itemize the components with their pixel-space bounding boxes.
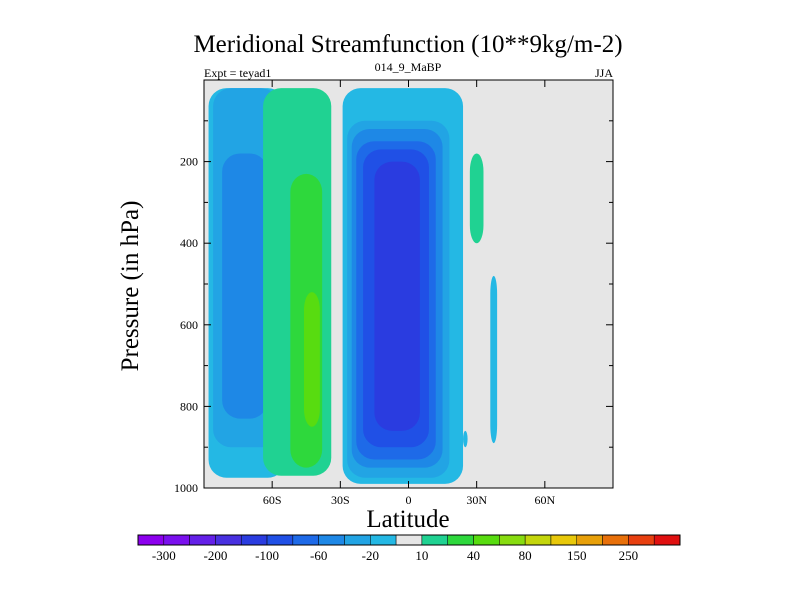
colorbar-label: -20 <box>362 548 379 563</box>
colorbar-swatch <box>395 534 423 546</box>
colorbar-swatch <box>447 534 474 546</box>
colorbar-swatch <box>318 534 345 546</box>
colorbar-swatch <box>524 534 552 546</box>
colorbar-label: -100 <box>255 548 279 563</box>
period-label: 014_9_MaBP <box>375 60 442 74</box>
contour-region-ferrel-core <box>303 292 320 427</box>
colorbar-label: -200 <box>204 548 228 563</box>
experiment-label: Expt = teyad1 <box>204 66 271 80</box>
colorbar-swatch <box>189 534 216 546</box>
colorbar-label: 10 <box>415 548 428 563</box>
colorbar-swatch <box>602 534 629 546</box>
contour-region-hadley-core <box>374 161 420 431</box>
colorbar-label: 250 <box>619 548 639 563</box>
colorbar-frame <box>137 534 681 546</box>
colorbar-swatch <box>137 534 165 546</box>
colorbar-swatch <box>370 534 397 546</box>
colorbar-swatch <box>499 534 526 546</box>
colorbar-swatch <box>576 534 603 546</box>
colorbar-swatch <box>550 534 578 546</box>
colorbar-swatch <box>292 534 319 546</box>
colorbar-swatch <box>628 534 655 546</box>
colorbar-swatch <box>653 534 681 546</box>
colorbar-label: 80 <box>519 548 532 563</box>
colorbar-label: -60 <box>310 548 327 563</box>
colorbar-swatch <box>240 534 268 546</box>
x-axis-label: Latitude <box>366 506 449 533</box>
x-tick-label: 60N <box>534 493 555 507</box>
y-tick-label: 1000 <box>174 481 198 495</box>
y-tick-label: 600 <box>180 318 198 332</box>
season-label: JJA <box>595 66 613 80</box>
y-axis-label: Pressure (in hPa) <box>117 201 144 372</box>
x-tick-label: 0 <box>406 493 412 507</box>
y-tick-label: 800 <box>180 399 198 413</box>
plot-area: 60S 30S 0 30N 60N 200 400 600 800 1000 <box>174 79 614 507</box>
contour-region-nh-thin-band <box>490 275 498 444</box>
colorbar-swatch <box>215 534 242 546</box>
colorbar-label: 150 <box>567 548 587 563</box>
colorbar-swatch <box>344 534 371 546</box>
y-tick-label: 200 <box>180 155 198 169</box>
x-tick-label: 30N <box>466 493 487 507</box>
contour-region-nh-small-cell <box>469 153 484 244</box>
y-tick-label: 400 <box>180 236 198 250</box>
contour-region-nh-speck <box>463 430 468 448</box>
contour-region-sh-cell-core <box>222 153 268 419</box>
colorbar-swatch <box>421 534 448 546</box>
contour-regions <box>208 88 498 484</box>
x-tick-label: 30S <box>331 493 350 507</box>
chart-title: Meridional Streamfunction (10**9kg/m-2) <box>193 31 622 58</box>
colorbar: -300 -200 -100 -60 -20 10 40 80 150 250 <box>137 534 681 563</box>
colorbar-swatch <box>163 534 190 546</box>
colorbar-label: -300 <box>152 548 176 563</box>
axis-ticks: 60S 30S 0 30N 60N 200 400 600 800 1000 <box>174 80 613 507</box>
colorbar-label: 40 <box>467 548 480 563</box>
colorbar-swatch <box>266 534 294 546</box>
colorbar-swatch <box>473 534 500 546</box>
x-tick-label: 60S <box>263 493 282 507</box>
